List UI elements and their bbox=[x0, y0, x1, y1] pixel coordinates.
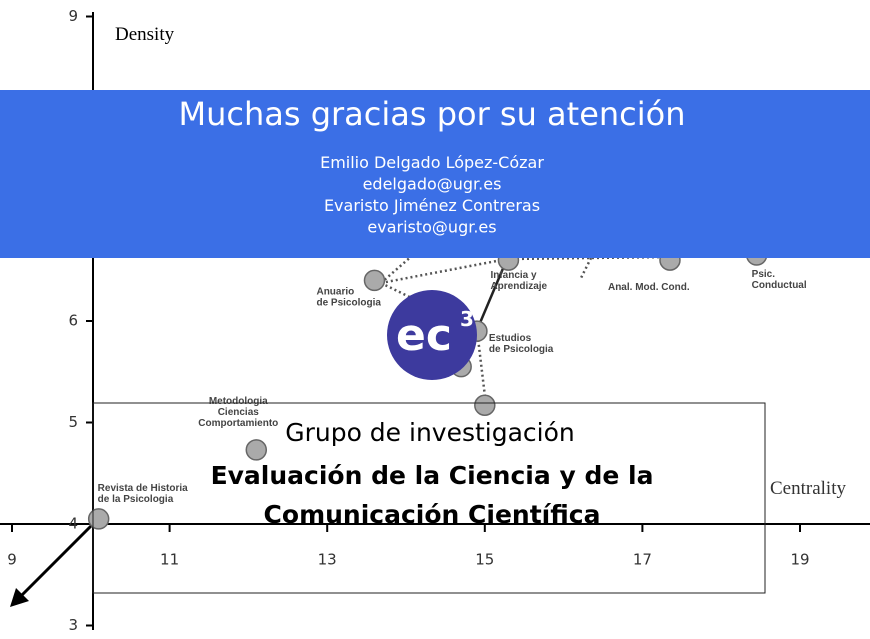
group-name: Evaluación de la Ciencia y de la bbox=[211, 461, 654, 490]
group-name: Comunicación Científica bbox=[264, 500, 601, 529]
node-label: Ciencias bbox=[218, 407, 260, 418]
node-label: Metodologia bbox=[209, 396, 268, 407]
y-tick-label: 6 bbox=[68, 312, 78, 330]
logo bbox=[387, 290, 477, 380]
node-label: de Psicologia bbox=[316, 297, 381, 308]
node bbox=[474, 394, 496, 416]
y-tick-label: 4 bbox=[68, 515, 78, 533]
group-box bbox=[92, 402, 766, 594]
z-axis bbox=[18, 522, 95, 599]
node-label: Comportamiento bbox=[198, 418, 278, 429]
node-label: Conductual bbox=[752, 280, 807, 291]
x-tick-label: 15 bbox=[475, 551, 494, 569]
node bbox=[87, 508, 110, 530]
node bbox=[245, 439, 268, 461]
banner-lines: Emilio Delgado López-Cózar edelgado@ugr.e… bbox=[320, 153, 544, 237]
edge bbox=[475, 258, 509, 331]
node-label: Revista de Historia bbox=[98, 483, 188, 494]
node-label: Infancia y bbox=[490, 270, 537, 281]
banner bbox=[0, 90, 870, 258]
node-label: Anal. Mod. Cond. bbox=[608, 282, 690, 293]
banner-line: edelgado@ugr.es bbox=[363, 175, 502, 194]
logo-sup: 3 bbox=[460, 307, 474, 331]
banner-title: Muchas gracias por su atención bbox=[178, 95, 685, 133]
node-label: Estudios bbox=[489, 333, 532, 344]
x-tick-label: 19 bbox=[790, 551, 809, 569]
x-tick-label: 17 bbox=[633, 551, 652, 569]
y-tick-label: 5 bbox=[68, 413, 78, 431]
z-arrow bbox=[10, 588, 29, 607]
banner-line: Emilio Delgado López-Cózar bbox=[320, 153, 544, 172]
y-tick-label: 3 bbox=[68, 616, 78, 634]
node-label: Anuario bbox=[316, 286, 354, 297]
node-label: de Psicologia bbox=[489, 344, 554, 355]
node-label: de la Psicologia bbox=[98, 494, 174, 505]
node-label: Aprendizaje bbox=[490, 281, 547, 292]
node-label: Psic. bbox=[752, 269, 776, 280]
x-tick-label: 9 bbox=[7, 551, 17, 569]
logo-text: ec bbox=[396, 310, 452, 361]
group-heading: Grupo de investigación bbox=[285, 418, 575, 447]
x-tick-label: 11 bbox=[160, 551, 179, 569]
x-axis-title: Centrality bbox=[770, 478, 846, 499]
banner-line: Evaristo Jiménez Contreras bbox=[324, 196, 540, 215]
x-tick-label: 13 bbox=[318, 551, 337, 569]
y-tick-label: 9 bbox=[68, 7, 78, 25]
y-axis-title: Density bbox=[115, 24, 175, 45]
banner-line: evaristo@ugr.es bbox=[367, 218, 496, 237]
node bbox=[363, 269, 386, 292]
